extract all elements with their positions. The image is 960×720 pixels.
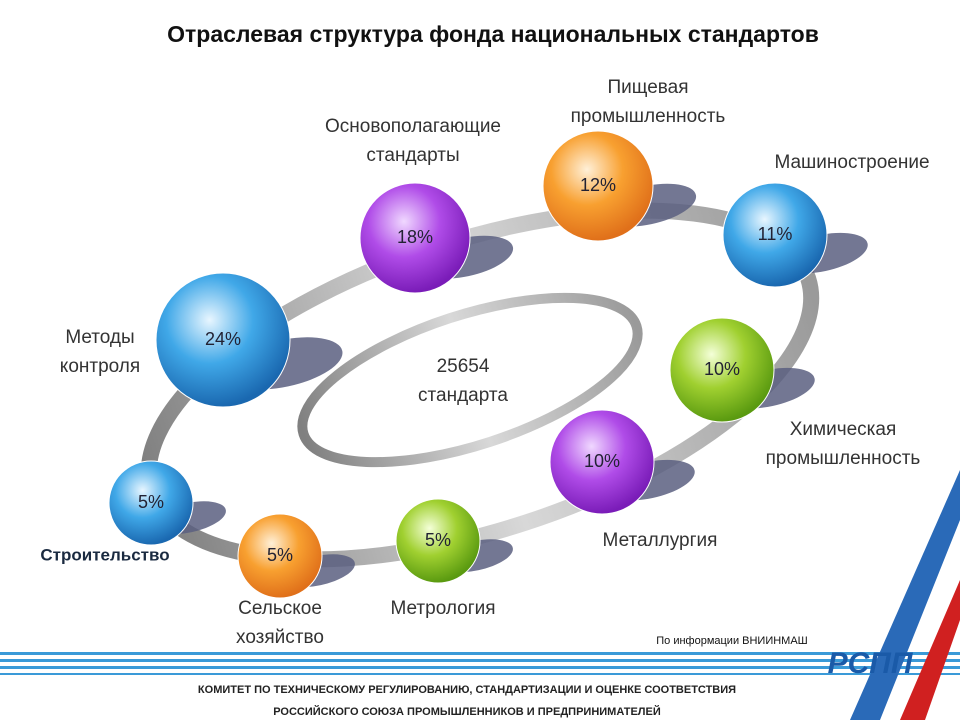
bubble-label: Основополагающие <box>325 116 501 137</box>
source: По информации ВНИИНМАШ <box>656 635 808 647</box>
inner-ring <box>297 292 643 468</box>
bubble-label: Машиностроение <box>774 152 929 173</box>
footer-line: КОМИТЕТ ПО ТЕХНИЧЕСКОМУ РЕГУЛИРОВАНИЮ, С… <box>198 684 736 696</box>
bubble-label: Металлургия <box>603 530 718 551</box>
bubble-label: промышленность <box>766 448 921 469</box>
bubble <box>237 513 323 599</box>
bubble-value: 18% <box>397 227 433 247</box>
bubble-label: контроля <box>60 356 140 377</box>
bubble-value: 24% <box>205 329 241 349</box>
bubble <box>549 409 655 515</box>
bubble-label: Метрология <box>390 598 495 619</box>
bubble-label: хозяйство <box>236 627 324 648</box>
center-line: 25654 <box>437 356 490 377</box>
bubble-value: 5% <box>267 545 293 565</box>
bubble-label: Сельское <box>238 598 322 619</box>
bubble-value: 5% <box>425 530 451 550</box>
stripes <box>0 470 960 720</box>
bubble <box>395 498 481 584</box>
bubble-label: промышленность <box>571 106 726 127</box>
bubble <box>108 460 194 546</box>
bubble-value: 12% <box>580 175 616 195</box>
bubble-label: Химическая <box>790 419 897 440</box>
bubble-value: 10% <box>704 359 740 379</box>
nodes: 18% Основополагающие стандарты 12% Пищевая пр… <box>40 77 929 648</box>
bubble <box>359 182 471 294</box>
bubble-label: Строительство <box>40 545 169 564</box>
bubble <box>669 317 775 423</box>
bubble-value: 5% <box>138 492 164 512</box>
bubble-value: 11% <box>758 224 793 244</box>
bubble-label: Методы <box>65 327 134 348</box>
bubble <box>542 130 654 242</box>
bubble <box>722 182 828 288</box>
title: Отраслевая структура фонда национальных … <box>167 21 819 47</box>
bubble-label: стандарты <box>366 145 459 166</box>
bubble <box>155 272 291 408</box>
bubble-value: 10% <box>584 451 620 471</box>
footer-line: РОССИЙСКОГО СОЮЗА ПРОМЫШЛЕННИКОВ И ПРЕДП… <box>273 705 661 718</box>
bubble-label: Пищевая <box>608 77 689 98</box>
center-line: стандарта <box>418 385 508 406</box>
logo: РСПП <box>828 647 914 680</box>
